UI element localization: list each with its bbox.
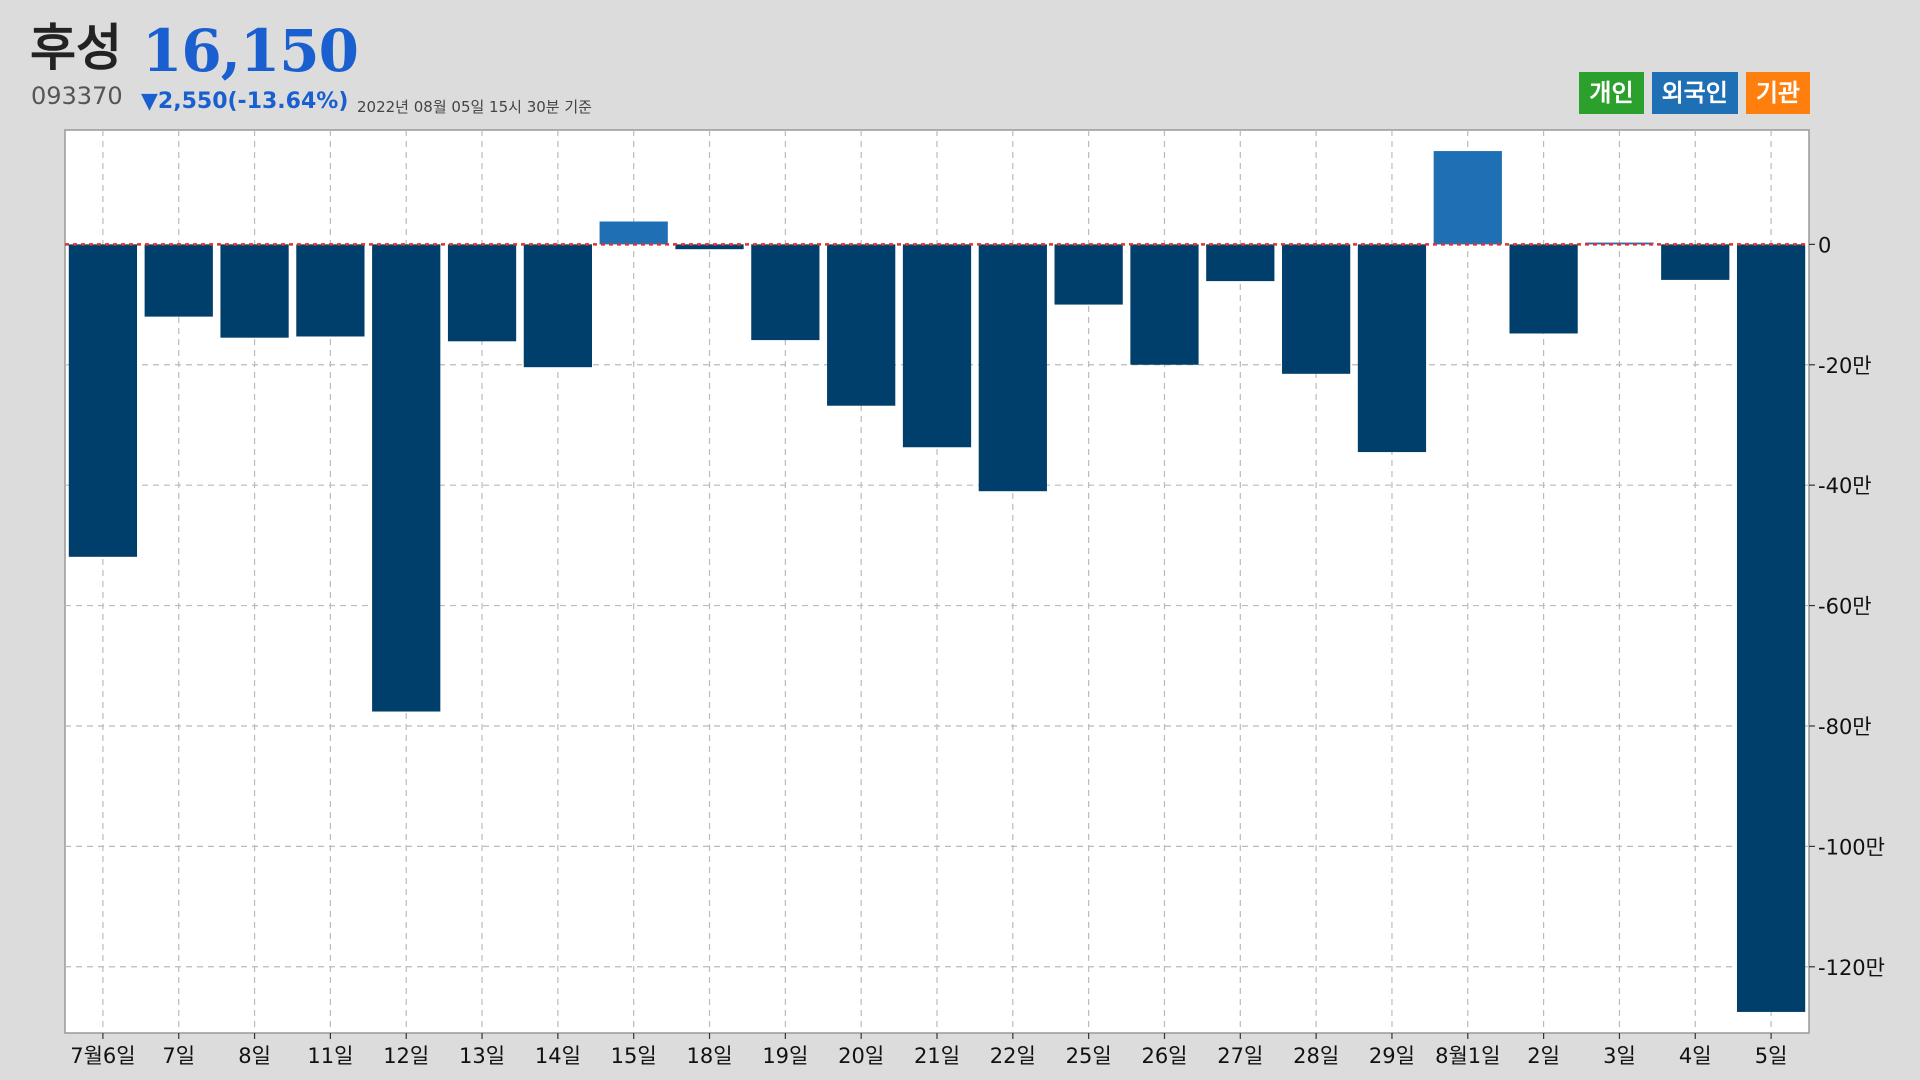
x-tick-label: 2일 (1527, 1044, 1560, 1068)
y-tick-label: -120만 (1818, 956, 1885, 980)
x-tick-label: 7일 (162, 1044, 195, 1068)
legend: 개인 외국인 기관 (1579, 72, 1810, 114)
x-tick-label: 8월1일 (1435, 1044, 1500, 1068)
timestamp: 2022년 08월 05일 15시 30분 기준 (357, 98, 592, 116)
x-tick-label: 26일 (1141, 1044, 1187, 1068)
bar-4 (296, 244, 365, 337)
bar-18 (1357, 244, 1427, 453)
x-tick-label: 25일 (1066, 1044, 1112, 1068)
legend-foreign[interactable]: 외국인 (1651, 72, 1738, 114)
bar-22 (1661, 244, 1730, 280)
bar-1 (68, 244, 138, 557)
x-tick-label: 20일 (838, 1044, 884, 1068)
x-tick-label: 28일 (1293, 1044, 1339, 1068)
y-tick-label: -40만 (1818, 474, 1872, 498)
price-change: ▼2,550(-13.64%) (141, 89, 349, 114)
bar-11 (827, 244, 896, 406)
bar-9 (675, 244, 744, 250)
bar-5 (372, 244, 441, 712)
x-tick-label: 12일 (383, 1044, 429, 1068)
x-tick-label: 3일 (1603, 1044, 1636, 1068)
x-tick-label: 18일 (686, 1044, 732, 1068)
x-tick-label: 29일 (1369, 1044, 1415, 1068)
legend-institution[interactable]: 기관 (1745, 72, 1810, 114)
x-tick-label: 14일 (535, 1044, 581, 1068)
y-tick-label: -60만 (1818, 595, 1872, 619)
stock-name: 후성 (30, 19, 122, 77)
bar-23 (1736, 244, 1806, 1012)
y-tick-label: -20만 (1818, 354, 1872, 378)
y-tick-label: 0 (1818, 233, 1831, 257)
legend-individual[interactable]: 개인 (1579, 72, 1644, 114)
bar-7 (523, 244, 592, 368)
bar-6 (447, 244, 517, 342)
bar-10 (751, 244, 820, 341)
bar-19 (1433, 151, 1502, 245)
bar-13 (978, 244, 1047, 492)
bar-2 (144, 244, 213, 317)
stock-code: 093370 (31, 82, 123, 110)
x-tick-label: 21일 (914, 1044, 960, 1068)
bar-15 (1130, 244, 1199, 365)
bar-17 (1282, 244, 1351, 374)
stock-price: 16,150 (142, 17, 359, 85)
bar-14 (1054, 244, 1123, 305)
bar-16 (1206, 244, 1275, 282)
x-tick-label: 4일 (1679, 1044, 1712, 1068)
x-tick-label: 27일 (1217, 1044, 1263, 1068)
x-tick-label: 11일 (307, 1044, 353, 1068)
y-tick-label: -80만 (1818, 715, 1872, 739)
bar-3 (220, 244, 289, 338)
bar-8 (599, 221, 668, 245)
x-tick-label: 8일 (238, 1044, 271, 1068)
x-tick-label: 22일 (990, 1044, 1036, 1068)
x-tick-label: 19일 (762, 1044, 808, 1068)
y-tick-label: -100만 (1818, 835, 1885, 859)
bar-12 (902, 244, 972, 448)
x-tick-label: 13일 (459, 1044, 505, 1068)
x-tick-label: 15일 (611, 1044, 657, 1068)
x-tick-label: 5일 (1755, 1044, 1788, 1068)
bar-20 (1509, 244, 1578, 334)
x-tick-label: 7월6일 (70, 1044, 135, 1068)
